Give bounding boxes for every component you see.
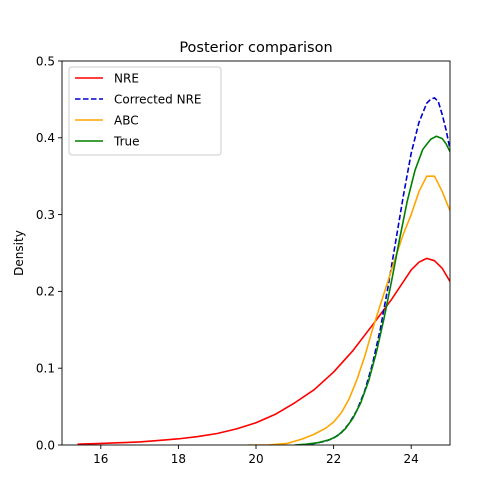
y-tick-label: 0.1 <box>36 362 55 376</box>
series-line-corrected-nre <box>303 98 450 445</box>
y-tick-label: 0.5 <box>36 54 55 68</box>
x-tick-label: 16 <box>93 452 108 466</box>
chart-title: Posterior comparison <box>179 40 332 56</box>
y-tick-label: 0.2 <box>36 285 55 299</box>
x-tick-label: 18 <box>171 452 186 466</box>
legend-entry-label: Corrected NRE <box>114 92 202 106</box>
legend: NRE Corrected NRE ABC True <box>69 67 221 155</box>
x-tick-label: 24 <box>404 452 419 466</box>
x-tick-label: 20 <box>248 452 263 466</box>
x-tick-label: 22 <box>326 452 341 466</box>
series-line-nre <box>78 258 450 444</box>
series-line-abc <box>248 176 450 445</box>
y-axis-label: Density <box>12 230 26 276</box>
legend-entry-label: True <box>113 134 140 148</box>
y-tick-label: 0.0 <box>36 438 55 452</box>
legend-entry-label: NRE <box>114 71 139 85</box>
y-tick-label: 0.4 <box>36 131 55 145</box>
legend-entry-label: ABC <box>114 113 139 127</box>
y-tick-label: 0.3 <box>36 208 55 222</box>
series-line-true <box>295 136 450 445</box>
